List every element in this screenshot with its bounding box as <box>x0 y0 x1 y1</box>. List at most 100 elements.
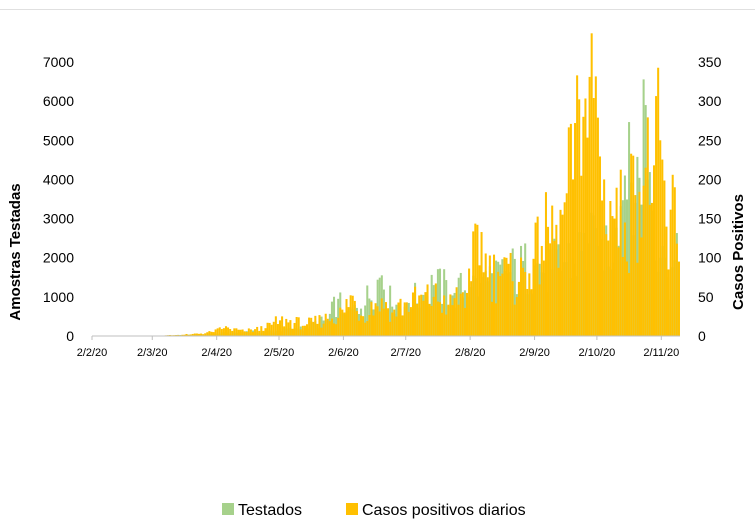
bar-casos-positivos <box>447 304 450 336</box>
bar-casos-positivos <box>669 209 672 336</box>
x-tick-label: 2/3/20 <box>137 347 168 359</box>
bar-casos-positivos <box>301 325 304 336</box>
bar-casos-positivos <box>320 327 323 336</box>
bar-casos-positivos <box>511 281 514 336</box>
bar-casos-positivos <box>202 334 205 336</box>
bar-casos-positivos <box>260 326 263 336</box>
bar-casos-positivos <box>370 301 373 336</box>
bar-casos-positivos <box>536 216 539 336</box>
bar-casos-positivos <box>499 276 502 336</box>
bar-casos-positivos <box>368 315 371 336</box>
bar-casos-positivos <box>185 333 188 336</box>
bar-casos-positivos <box>563 202 566 336</box>
bar-casos-positivos <box>289 320 292 336</box>
bar-casos-positivos <box>528 273 531 336</box>
bar-casos-positivos <box>193 333 196 336</box>
bar-casos-positivos <box>312 321 315 336</box>
y-left-tick-label: 7000 <box>43 54 74 70</box>
bar-casos-positivos <box>584 98 587 337</box>
x-tick-label: 2/11/20 <box>643 347 679 359</box>
bar-testados <box>337 298 340 336</box>
bar-casos-positivos <box>617 247 620 336</box>
bar-casos-positivos <box>594 76 597 336</box>
bar-casos-positivos <box>214 329 217 336</box>
bar-casos-positivos <box>507 263 510 336</box>
bar-casos-positivos <box>395 316 398 336</box>
bar-casos-positivos <box>333 323 336 336</box>
bar-casos-positivos <box>540 245 543 336</box>
y-right-tick-label: 200 <box>698 171 722 187</box>
bar-casos-positivos <box>553 240 556 336</box>
bar-casos-positivos <box>195 333 198 336</box>
bar-testados <box>445 280 448 336</box>
bar-casos-positivos <box>650 202 653 336</box>
bar-casos-positivos <box>569 123 572 336</box>
bar-casos-positivos <box>430 305 433 336</box>
bar-testados <box>495 260 498 336</box>
bar-casos-positivos <box>520 257 523 336</box>
x-tick-label: 2/6/20 <box>328 347 359 359</box>
bar-casos-positivos <box>353 300 356 336</box>
bar-casos-positivos <box>598 156 602 336</box>
bar-casos-positivos <box>513 304 516 336</box>
bar-casos-positivos <box>206 332 209 336</box>
bar-casos-positivos <box>384 302 387 336</box>
bar-casos-positivos <box>586 137 589 336</box>
bar-casos-positivos <box>544 192 547 336</box>
bar-casos-positivos <box>295 316 298 336</box>
bar-casos-positivos <box>376 306 379 336</box>
bar-casos-positivos <box>603 179 606 336</box>
bar-casos-positivos <box>245 331 248 336</box>
bar-casos-positivos <box>632 155 635 336</box>
bar-casos-positivos <box>227 327 230 336</box>
bar-casos-positivos <box>578 99 581 336</box>
bar-casos-positivos <box>276 324 279 336</box>
legend-swatch-casos <box>346 503 358 515</box>
bar-casos-positivos <box>409 307 412 336</box>
bar-casos-positivos <box>561 214 564 336</box>
bar-casos-positivos <box>233 328 236 336</box>
bar-casos-positivos <box>397 302 400 336</box>
bar-casos-positivos <box>436 301 439 336</box>
bar-casos-positivos <box>655 96 658 336</box>
bar-casos-positivos <box>465 292 469 336</box>
bar-casos-positivos <box>330 318 333 336</box>
bar-casos-positivos <box>505 257 508 336</box>
bar-casos-positivos <box>667 269 670 336</box>
bar-casos-positivos <box>347 307 350 336</box>
bar-casos-positivos <box>418 295 421 336</box>
bar-casos-positivos <box>341 309 344 336</box>
bar-casos-positivos <box>559 209 562 336</box>
bar-casos-positivos <box>486 277 489 336</box>
bar-casos-positivos <box>565 193 568 336</box>
y-left-tick-label: 1000 <box>43 289 74 305</box>
bar-casos-positivos <box>438 302 442 336</box>
bar-casos-positivos <box>189 334 192 336</box>
bar-casos-positivos <box>222 328 225 336</box>
bar-casos-positivos <box>445 314 448 336</box>
bar-casos-positivos <box>324 313 327 336</box>
bar-casos-positivos <box>322 323 325 336</box>
y-left-tick-label: 0 <box>66 328 74 344</box>
bar-casos-positivos <box>567 127 570 337</box>
bar-casos-positivos <box>306 324 309 336</box>
bar-casos-positivos <box>592 98 595 336</box>
bar-casos-positivos <box>243 331 246 336</box>
y-right-tick-label: 150 <box>698 211 722 227</box>
bar-casos-positivos <box>461 292 464 336</box>
bar-casos-positivos <box>459 293 462 336</box>
bar-casos-positivos <box>274 316 277 336</box>
bar-casos-positivos <box>362 316 365 336</box>
bar-casos-positivos <box>420 294 423 336</box>
bar-casos-positivos <box>634 195 637 336</box>
bar-casos-positivos <box>416 304 419 336</box>
bar-casos-positivos <box>644 167 647 336</box>
bar-casos-positivos <box>657 67 660 337</box>
x-tick-label: 2/2/20 <box>77 347 108 359</box>
x-tick-label: 2/8/20 <box>455 347 486 359</box>
bar-casos-positivos <box>272 321 275 336</box>
bar-casos-positivos <box>582 116 585 336</box>
bar-casos-positivos <box>314 315 317 336</box>
bar-casos-positivos <box>208 331 211 336</box>
bar-casos-positivos <box>387 308 390 336</box>
